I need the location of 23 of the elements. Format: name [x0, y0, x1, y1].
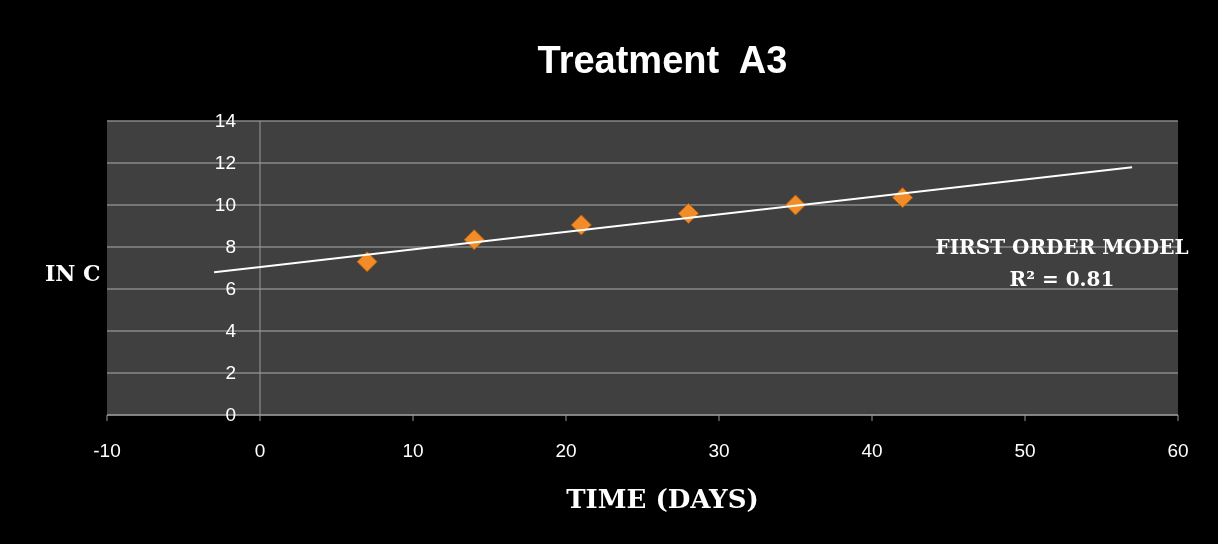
y-tick-label: 6 — [225, 278, 236, 299]
x-tick-label: 0 — [254, 440, 266, 461]
annotation: FIRST ORDER MODEL — [935, 235, 1189, 259]
x-tick-label: 20 — [555, 440, 577, 461]
point — [570, 214, 592, 236]
y-tick-label: 2 — [225, 362, 236, 383]
y-tick-label: 12 — [214, 152, 236, 173]
y-tick-label: 8 — [225, 236, 236, 257]
y-tick-label: 0 — [225, 404, 236, 425]
x-tick-label: 50 — [1014, 440, 1036, 461]
x-tick-label: 40 — [861, 440, 883, 461]
annotation: R² = 0.81 — [1009, 267, 1115, 291]
x-tick-label: 30 — [708, 440, 730, 461]
y-tick-label: 14 — [214, 110, 237, 131]
x-tick-label: 10 — [402, 440, 424, 461]
y-tick-label: 4 — [225, 320, 237, 341]
y-axis-title: IN C — [45, 260, 101, 286]
x-tick-label: -10 — [93, 440, 121, 461]
point — [356, 251, 378, 273]
chart-title: Treatment A3 — [537, 39, 788, 81]
x-axis-title: TIME (DAYS) — [566, 484, 759, 514]
y-tick-label: 10 — [214, 194, 236, 215]
x-tick-label: 60 — [1167, 440, 1189, 461]
